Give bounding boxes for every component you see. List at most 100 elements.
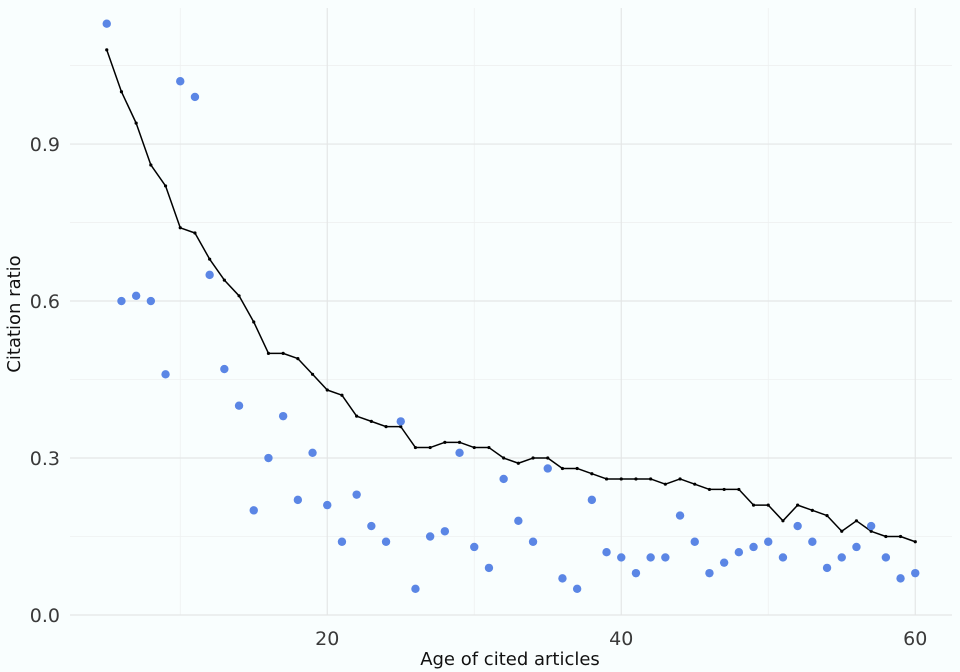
data-point (734, 548, 744, 557)
data-point (675, 511, 685, 520)
data-point (470, 542, 479, 552)
trend-line (106, 49, 916, 543)
data-point (278, 411, 288, 421)
line-point (399, 425, 403, 429)
data-point (205, 270, 214, 280)
data-point (161, 370, 170, 379)
line-point (884, 534, 888, 539)
data-point (455, 448, 464, 457)
line-point (575, 466, 579, 471)
line-point (649, 477, 653, 481)
line-point (781, 519, 785, 523)
line-point (105, 48, 109, 52)
line-point (516, 461, 520, 465)
line-point (178, 226, 182, 230)
data-point (896, 574, 905, 583)
data-point (337, 537, 347, 546)
data-point (102, 19, 111, 28)
line-point (840, 529, 844, 533)
data-point (381, 537, 391, 546)
grid (70, 8, 952, 616)
data-point (558, 574, 567, 583)
data-point (881, 553, 891, 562)
data-point (146, 296, 156, 306)
data-point (323, 500, 332, 510)
data-point (631, 568, 641, 578)
line-point (310, 372, 315, 376)
line-point (869, 529, 873, 533)
data-point (293, 495, 303, 505)
line-point (663, 482, 667, 486)
line-point (355, 414, 359, 418)
line-point (590, 472, 594, 476)
line-point (193, 231, 197, 235)
x-tick-label: 40 (609, 628, 633, 650)
line-point (281, 351, 285, 355)
line-point (560, 466, 565, 471)
y-axis-ticks: 0.0 0.3 0.6 0.9 (30, 134, 60, 627)
data-point (499, 474, 508, 484)
data-point (808, 537, 817, 546)
data-point (425, 532, 435, 541)
line-point (693, 482, 697, 486)
data-point (911, 568, 920, 578)
line-point (457, 440, 462, 444)
line-point (531, 456, 535, 460)
line-point (208, 257, 212, 261)
line-point (810, 508, 814, 512)
data-point (543, 464, 552, 473)
data-point (117, 296, 126, 306)
line-point (707, 487, 712, 492)
line-point (722, 487, 726, 492)
points-series (102, 19, 920, 594)
data-point (793, 521, 802, 531)
line-point (796, 503, 800, 507)
x-axis-ticks: 20 40 60 (315, 628, 927, 650)
data-point (837, 553, 846, 562)
line-point (149, 163, 153, 167)
line-point (163, 184, 168, 188)
line-point (546, 456, 550, 460)
data-point (822, 563, 832, 573)
trend-line-series (105, 48, 917, 544)
y-tick-label: 0.9 (30, 134, 60, 156)
data-point (719, 558, 729, 567)
line-point (898, 534, 903, 539)
data-point (131, 291, 141, 301)
data-point (778, 553, 788, 562)
data-point (866, 521, 876, 531)
line-point (266, 351, 271, 355)
data-point (220, 364, 229, 374)
x-tick-label: 20 (315, 628, 339, 650)
y-tick-label: 0.0 (30, 605, 60, 627)
line-point (325, 388, 329, 392)
line-point (413, 445, 418, 450)
data-point (352, 490, 361, 499)
data-point (264, 453, 273, 463)
x-tick-label: 60 (903, 628, 927, 650)
data-point (646, 553, 655, 562)
line-point (678, 477, 682, 481)
line-point (502, 456, 506, 460)
data-point (852, 542, 861, 552)
data-point (661, 553, 670, 562)
line-point (487, 445, 491, 450)
data-point (764, 537, 773, 546)
data-point (587, 495, 597, 505)
line-point (384, 425, 388, 429)
line-point (472, 445, 476, 450)
line-point (913, 540, 917, 544)
data-point (705, 568, 714, 578)
data-point (308, 448, 317, 457)
data-point (572, 584, 582, 594)
line-point (634, 477, 638, 481)
line-point (252, 320, 256, 324)
x-axis-title: Age of cited articles (420, 649, 600, 670)
data-point (690, 537, 699, 546)
y-axis-title: Citation ratio (4, 255, 25, 372)
line-point (619, 477, 623, 481)
data-point (617, 553, 626, 562)
y-tick-label: 0.3 (30, 448, 60, 470)
